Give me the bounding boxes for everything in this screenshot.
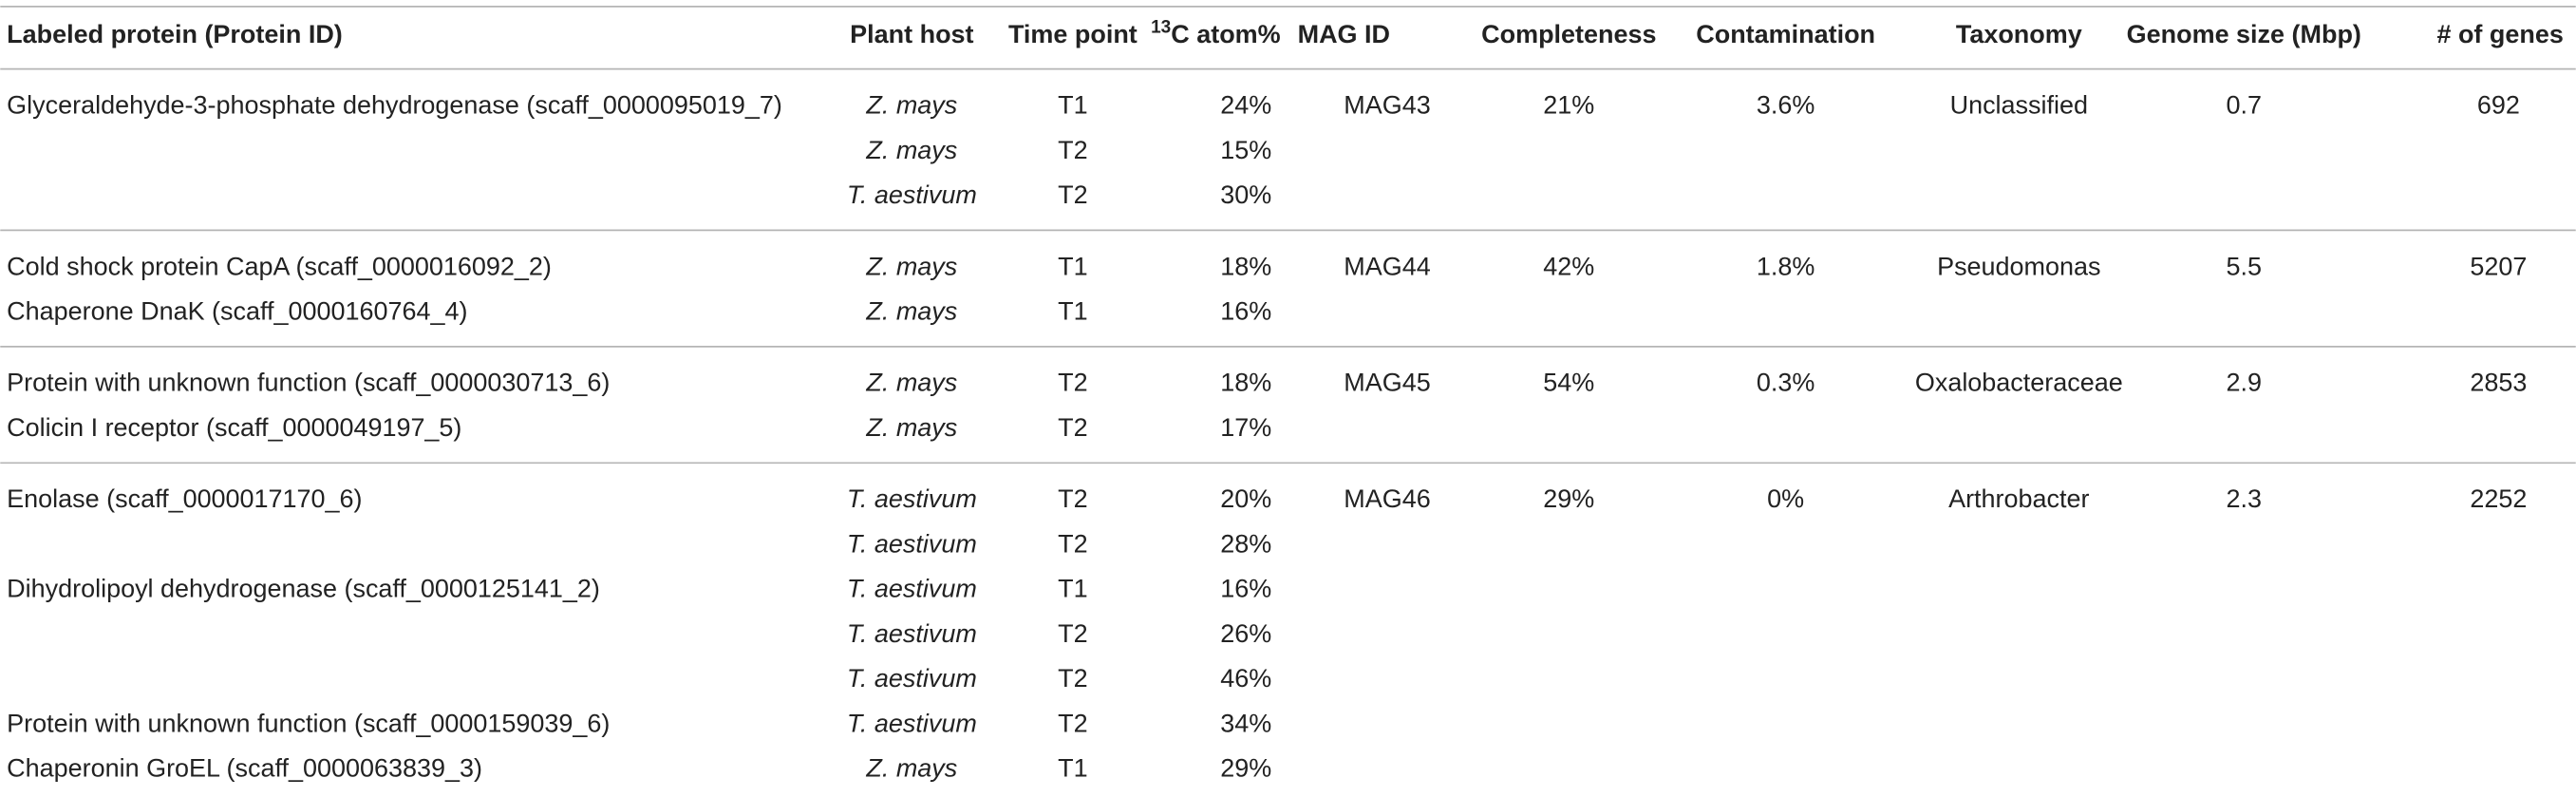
atom-percent: 24% xyxy=(1220,91,1271,120)
plant-host: T. aestivum xyxy=(847,529,977,558)
protein: Dihydrolipoyl dehydrogenase (scaff_00001… xyxy=(7,575,600,603)
time-point: T2 xyxy=(1058,136,1087,164)
completeness: 29% xyxy=(1543,484,1594,513)
header-cell: # of genes xyxy=(2436,20,2563,48)
time-point: T2 xyxy=(1058,413,1087,442)
gene-count: 692 xyxy=(2477,91,2520,120)
header-cell: 13C atom% xyxy=(1151,17,1281,48)
atom-percent: 16% xyxy=(1220,296,1271,325)
plant-host: T. aestivum xyxy=(847,575,977,603)
atom-percent: 34% xyxy=(1220,709,1271,737)
time-point: T2 xyxy=(1058,369,1087,397)
atom-percent: 20% xyxy=(1220,484,1271,513)
header-cell: Completeness xyxy=(1481,20,1656,48)
time-point: T1 xyxy=(1058,575,1087,603)
protein: Colicin I receptor (scaff_0000049197_5) xyxy=(7,413,461,442)
gene-count: 2853 xyxy=(2470,369,2527,397)
atom-percent: 28% xyxy=(1220,529,1271,558)
time-point: T1 xyxy=(1058,754,1087,783)
plant-host: Z. mays xyxy=(865,296,957,325)
mag-id: MAG43 xyxy=(1344,91,1430,120)
header-cell: Plant host xyxy=(850,20,973,48)
contamination: 0.3% xyxy=(1757,369,1814,397)
protein: Protein with unknown function (scaff_000… xyxy=(7,369,610,397)
gene-count: 2252 xyxy=(2470,484,2527,513)
atom-percent: 46% xyxy=(1220,664,1271,693)
taxonomy: Pseudomonas xyxy=(1937,252,2100,280)
plant-host: Z. mays xyxy=(865,91,957,120)
time-point: T1 xyxy=(1058,91,1087,120)
time-point: T2 xyxy=(1058,619,1087,648)
time-point: T2 xyxy=(1058,180,1087,209)
plant-host: Z. mays xyxy=(865,413,957,442)
genome-size: 2.9 xyxy=(2227,369,2263,397)
plant-host: T. aestivum xyxy=(847,484,977,513)
completeness: 54% xyxy=(1543,369,1594,397)
contamination: 1.8% xyxy=(1757,252,1814,280)
protein: Protein with unknown function (scaff_000… xyxy=(7,709,610,737)
atom-percent: 30% xyxy=(1220,180,1271,209)
header-cell: Genome size (Mbp) xyxy=(2127,20,2361,48)
plant-host: Z. mays xyxy=(865,136,957,164)
atom-percent: 26% xyxy=(1220,619,1271,648)
plant-host: Z. mays xyxy=(865,252,957,280)
header-text: C atom% xyxy=(1171,20,1280,48)
genome-size: 2.3 xyxy=(2227,484,2263,513)
atom-percent: 16% xyxy=(1220,575,1271,603)
protein: Cold shock protein CapA (scaff_000001609… xyxy=(7,252,552,280)
time-point: T1 xyxy=(1058,252,1087,280)
contamination: 0% xyxy=(1767,484,1804,513)
atom-percent: 18% xyxy=(1220,369,1271,397)
taxonomy: Unclassified xyxy=(1950,91,2088,120)
completeness: 21% xyxy=(1543,91,1594,120)
atom-percent: 17% xyxy=(1220,413,1271,442)
time-point: T2 xyxy=(1058,529,1087,558)
taxonomy: Oxalobacteraceae xyxy=(1915,369,2123,397)
header-cell: Contamination xyxy=(1696,20,1875,48)
protein: Chaperone DnaK (scaff_0000160764_4) xyxy=(7,296,467,325)
plant-host: T. aestivum xyxy=(847,619,977,648)
mag-id: MAG44 xyxy=(1344,252,1430,280)
protein: Enolase (scaff_0000017170_6) xyxy=(7,484,362,513)
gene-count: 5207 xyxy=(2470,252,2527,280)
protein: Chaperonin GroEL (scaff_0000063839_3) xyxy=(7,754,482,783)
header-cell: Time point xyxy=(1008,20,1138,48)
mag-id: MAG45 xyxy=(1344,369,1430,397)
plant-host: T. aestivum xyxy=(847,664,977,693)
contamination: 3.6% xyxy=(1757,91,1814,120)
atom-percent: 15% xyxy=(1220,136,1271,164)
plant-host: T. aestivum xyxy=(847,709,977,737)
time-point: T2 xyxy=(1058,709,1087,737)
plant-host: T. aestivum xyxy=(847,180,977,209)
header-cell: MAG ID xyxy=(1298,20,1390,48)
mag-id: MAG46 xyxy=(1344,484,1430,513)
time-point: T1 xyxy=(1058,296,1087,325)
plant-host: Z. mays xyxy=(865,369,957,397)
header-sup: 13 xyxy=(1151,17,1171,37)
genome-size: 5.5 xyxy=(2227,252,2263,280)
time-point: T2 xyxy=(1058,664,1087,693)
header-cell: Labeled protein (Protein ID) xyxy=(7,20,343,48)
atom-percent: 29% xyxy=(1220,754,1271,783)
plant-host: Z. mays xyxy=(865,754,957,783)
genome-size: 0.7 xyxy=(2227,91,2263,120)
protein: Glyceraldehyde-3-phosphate dehydrogenase… xyxy=(7,91,782,120)
completeness: 42% xyxy=(1543,252,1594,280)
time-point: T2 xyxy=(1058,484,1087,513)
taxonomy: Arthrobacter xyxy=(1948,484,2089,513)
header-cell: Taxonomy xyxy=(1956,20,2082,48)
atom-percent: 18% xyxy=(1220,252,1271,280)
